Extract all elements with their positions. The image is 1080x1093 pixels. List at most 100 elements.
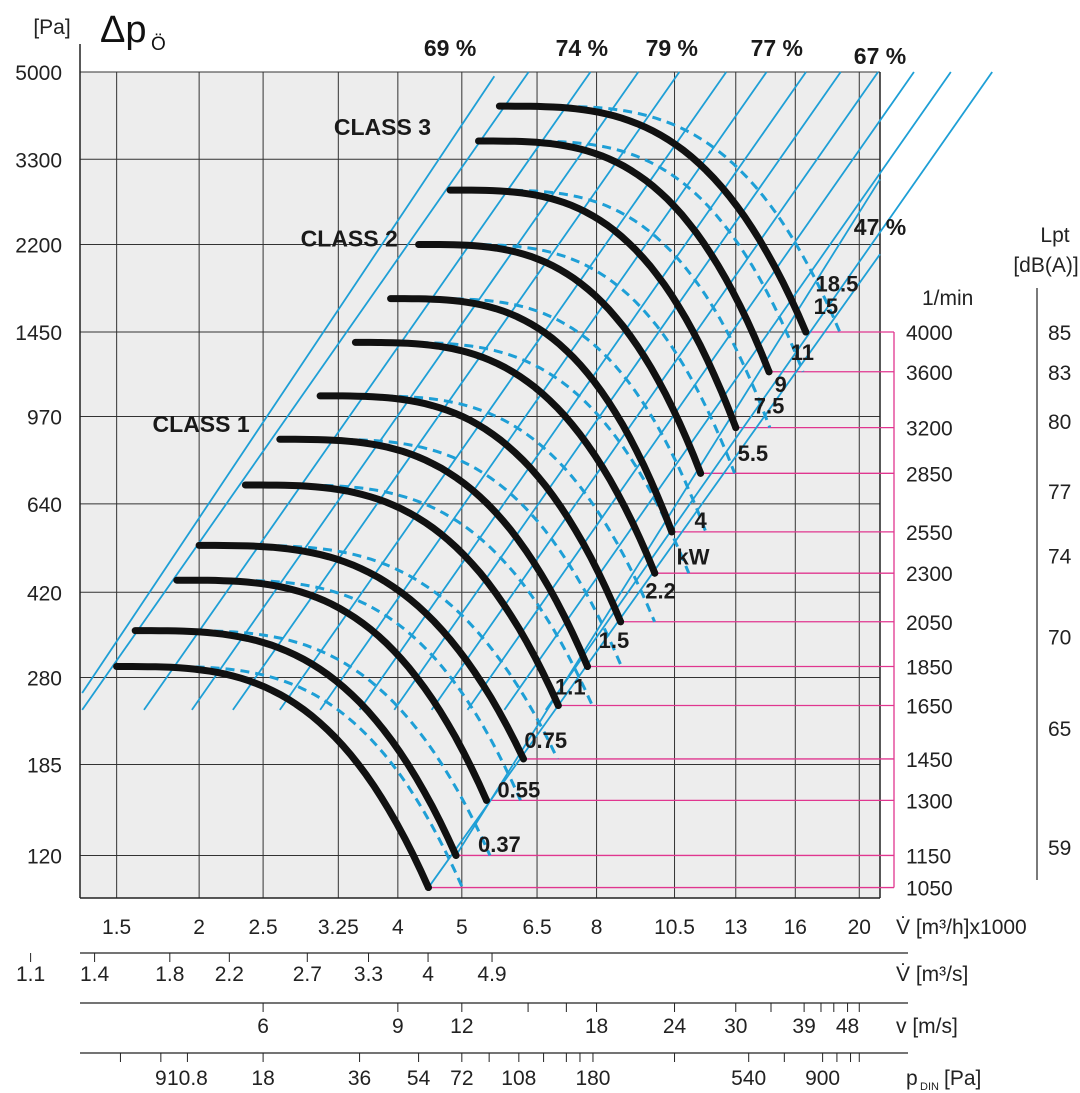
system-line xyxy=(81,71,530,711)
rpm-label: 3600 xyxy=(906,362,953,385)
fan-curve-end-point xyxy=(697,469,705,477)
system-line xyxy=(232,71,681,711)
lpt-unit-label: [dB(A)] xyxy=(1013,254,1078,277)
fan-curve-end-point xyxy=(519,755,527,763)
x-axis-label: V̇ [m³/h]x1000 xyxy=(896,916,1027,939)
system-line xyxy=(503,71,952,711)
scale-tick-label: 6 xyxy=(257,1015,269,1038)
fan-curve-end-point xyxy=(483,796,491,804)
fan-curve-end-point xyxy=(732,424,740,432)
fan-curve xyxy=(173,576,490,804)
rpm-label: 1650 xyxy=(906,696,953,719)
fan-curve-start-point xyxy=(352,339,359,346)
kw-label: 5.5 xyxy=(738,441,769,466)
system-line xyxy=(191,71,640,711)
fan-curve xyxy=(351,338,659,577)
x-tick-label: 13 xyxy=(724,916,747,939)
fan-curve-end-point xyxy=(765,368,773,376)
scale-tick-label: 1.8 xyxy=(155,963,184,986)
scale-label-unit: [Pa] xyxy=(944,1067,981,1090)
scale-tick-label: 54 xyxy=(407,1067,431,1090)
scale-tick-label: 72 xyxy=(450,1067,473,1090)
y-tick-label: 185 xyxy=(27,755,62,778)
lpt-tick-label: 59 xyxy=(1048,837,1071,860)
fan-curve-end-point xyxy=(424,884,432,892)
fan-curve-start-point xyxy=(113,663,120,670)
y-tick-label: 120 xyxy=(27,845,62,868)
scale-tick-label: 36 xyxy=(348,1067,371,1090)
system-line xyxy=(279,71,727,711)
scale-tick-label: 9 xyxy=(392,1015,404,1038)
y-tick-label: 640 xyxy=(27,494,62,517)
fan-curve-start-point xyxy=(496,103,503,110)
kw-label: 0.75 xyxy=(524,728,567,753)
rpm-label: 1050 xyxy=(906,878,953,901)
lpt-tick-label: 83 xyxy=(1048,362,1071,385)
fan-curve xyxy=(495,102,810,336)
class-label: CLASS 3 xyxy=(334,114,431,140)
fan-curve-end-point xyxy=(651,569,659,577)
y-axis-symbol: Δp xyxy=(100,9,147,51)
rpm-label: 1150 xyxy=(906,845,951,868)
rpm-label: 2850 xyxy=(906,463,953,486)
scale-tick-label: 4.9 xyxy=(477,963,506,986)
rpm-label: 2050 xyxy=(906,612,953,635)
rpm-label: 1850 xyxy=(906,657,953,680)
y-tick-label: 970 xyxy=(27,406,62,429)
scale-tick-label: 30 xyxy=(724,1015,747,1038)
fan-curve-end-point xyxy=(583,663,591,671)
kw-label: 0.37 xyxy=(478,832,521,857)
fan-curve xyxy=(415,241,705,477)
fan-curve xyxy=(316,392,625,626)
system-line xyxy=(393,71,842,711)
scale-tick-label: 39 xyxy=(792,1015,815,1038)
x-tick-label: 1.5 xyxy=(102,916,131,939)
fan-curve-start-point xyxy=(276,436,283,443)
kw-label: 9 xyxy=(774,372,786,397)
x-tick-label: 8 xyxy=(591,916,603,939)
rpm-label: 3200 xyxy=(906,418,953,441)
kw-label: 1.5 xyxy=(599,628,630,653)
x-tick-label: 2.5 xyxy=(248,916,277,939)
y-tick-label: 420 xyxy=(27,582,62,605)
kw-label: 2.2 xyxy=(645,578,676,603)
lpt-tick-label: 74 xyxy=(1048,546,1072,569)
lpt-tick-label: 77 xyxy=(1048,481,1071,504)
kw-label: 15 xyxy=(814,294,838,319)
y-axis-symbol-sub: Ö xyxy=(151,34,166,55)
scale-tick-label: 24 xyxy=(663,1015,687,1038)
rpm-unit-label: 1/min xyxy=(922,287,973,310)
lpt-tick-label: 70 xyxy=(1048,627,1071,650)
fan-curve-end-point xyxy=(554,702,562,710)
efficiency-curve xyxy=(233,543,559,760)
efficiency-label: 74 % xyxy=(556,35,608,61)
fan-curve-end-point xyxy=(802,328,810,336)
scale-tick-label: 48 xyxy=(836,1015,859,1038)
system-line xyxy=(466,71,915,711)
scale-label-sub: DIN xyxy=(920,1081,939,1093)
scale-tick-label: 1.4 xyxy=(80,963,110,986)
fan-curve-end-point xyxy=(452,851,460,859)
fan-curve xyxy=(475,137,773,376)
x-tick-label: 20 xyxy=(848,916,871,939)
scale-tick-label: 108 xyxy=(501,1067,536,1090)
x-tick-label: 2 xyxy=(193,916,205,939)
x-tick-label: 6.5 xyxy=(522,916,551,939)
rpm-label: 2550 xyxy=(906,522,953,545)
scale-tick-label: 2.7 xyxy=(293,963,322,986)
system-line xyxy=(81,75,496,694)
fan-curve-start-point xyxy=(415,241,422,248)
scale-tick-label: 2.2 xyxy=(215,963,244,986)
efficiency-label: 79 % xyxy=(646,35,698,61)
rpm-label: 1300 xyxy=(906,790,953,813)
efficiency-label: 77 % xyxy=(751,35,803,61)
lpt-tick-label: 85 xyxy=(1048,322,1071,345)
fan-curve-start-point xyxy=(196,542,203,549)
efficiency-label: 67 % xyxy=(854,43,906,69)
kw-unit-label: kW xyxy=(677,544,710,569)
class-label: CLASS 2 xyxy=(301,225,398,251)
fan-curve-start-point xyxy=(475,138,482,145)
plot-background xyxy=(80,72,880,898)
x-tick-label: 10.5 xyxy=(654,916,695,939)
scale-tick-label: 18 xyxy=(585,1015,608,1038)
